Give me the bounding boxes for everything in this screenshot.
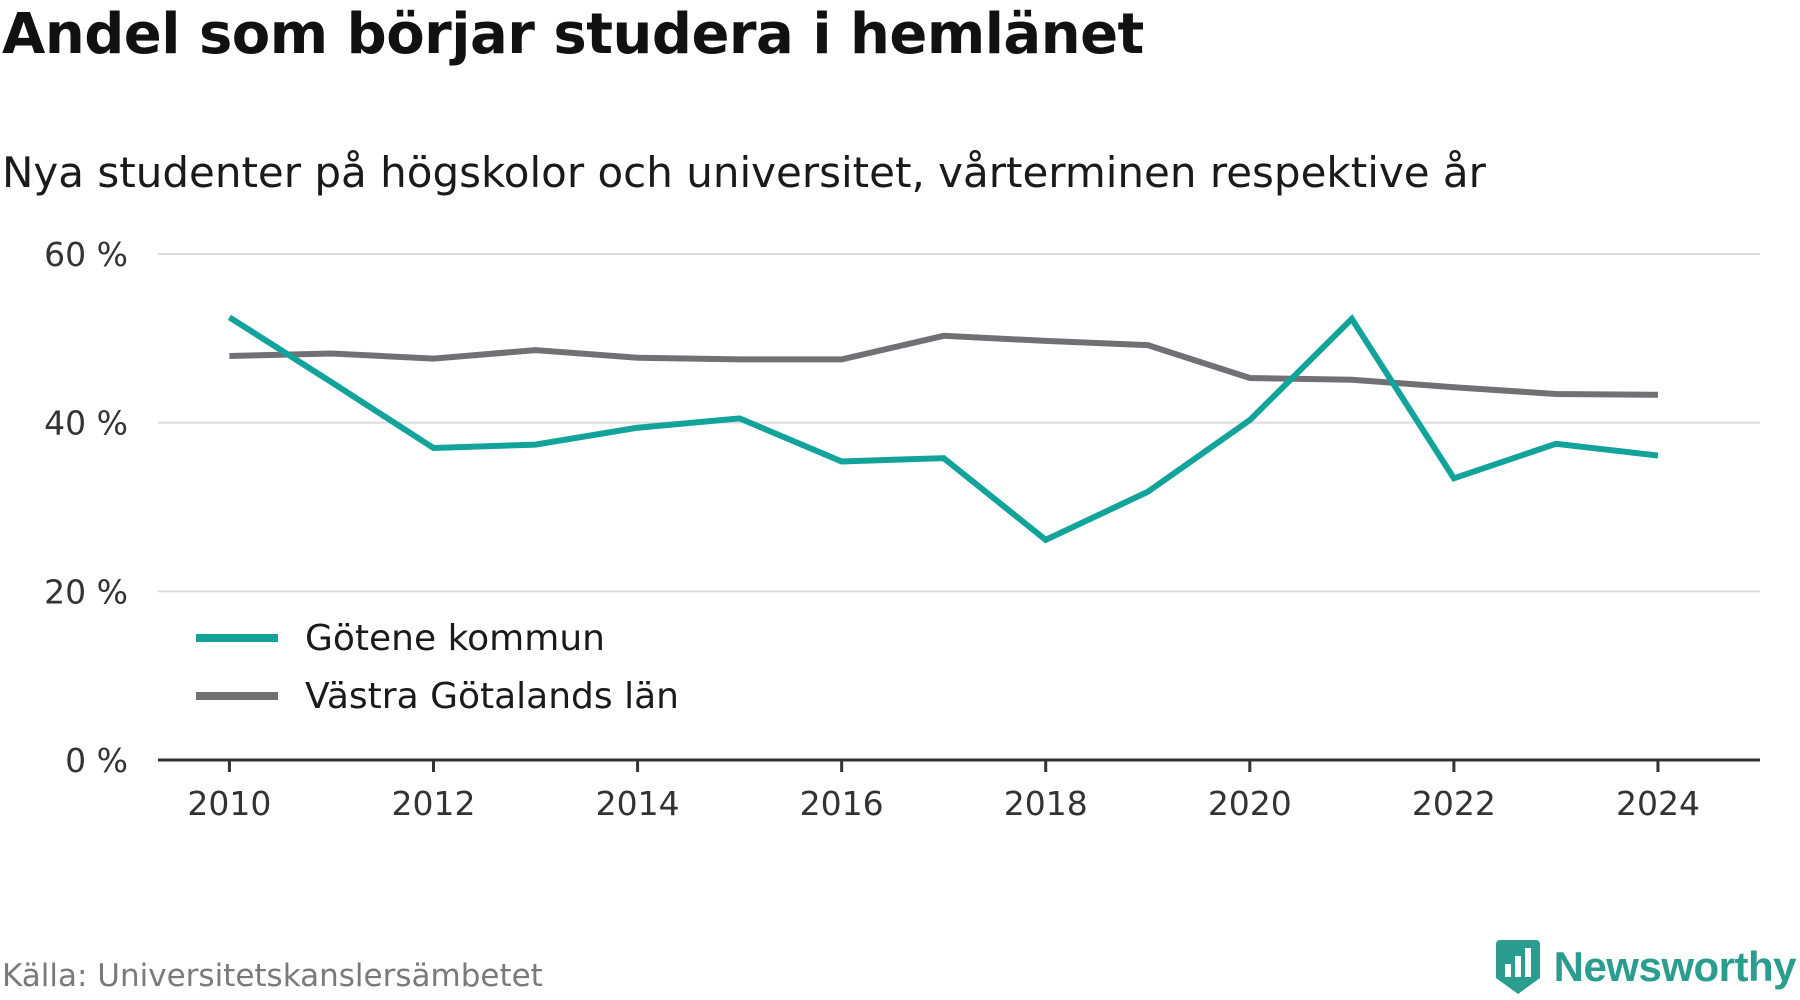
brand-name: Newsworthy xyxy=(1553,943,1797,990)
source-note: Källa: Universitetskanslersämbetet xyxy=(2,958,543,994)
y-tick-label: 0 % xyxy=(65,741,128,780)
x-tick-label: 2024 xyxy=(1616,784,1700,823)
y-tick-label: 60 % xyxy=(44,235,128,274)
legend: Götene kommun Västra Götalands län xyxy=(196,618,679,717)
series-lines xyxy=(227,314,1659,544)
y-tick-label: 40 % xyxy=(44,404,128,443)
chart-title: Andel som börjar studera i hemlänet xyxy=(2,2,1144,67)
x-axis: 2010 2012 2014 2016 2018 2020 2022 2024 xyxy=(158,758,1760,823)
line-chart: 0 % 20 % 40 % 60 % 2010 2012 2014 2016 2018 2020… xyxy=(44,235,1760,823)
y-tick-label: 20 % xyxy=(44,572,128,611)
grid-lines: 0 % 20 % 40 % 60 % xyxy=(44,235,1760,780)
newsworthy-logo-icon xyxy=(1495,940,1540,994)
x-tick-label: 2020 xyxy=(1208,784,1292,823)
x-tick-label: 2022 xyxy=(1412,784,1496,823)
brand-logo[interactable]: Newsworthy xyxy=(1494,938,1797,996)
series-line-vastra-gotalands-lan xyxy=(229,332,1659,398)
x-tick-label: 2014 xyxy=(596,784,680,823)
legend-label: Västra Götalands län xyxy=(305,676,679,717)
series-line-gotene-kommun xyxy=(227,314,1659,544)
legend-label: Götene kommun xyxy=(305,618,605,659)
x-tick-label: 2018 xyxy=(1004,784,1088,823)
x-tick-label: 2016 xyxy=(800,784,884,823)
x-tick-label: 2012 xyxy=(392,784,476,823)
chart-subtitle: Nya studenter på högskolor och universit… xyxy=(2,148,1486,197)
x-tick-label: 2010 xyxy=(187,784,271,823)
